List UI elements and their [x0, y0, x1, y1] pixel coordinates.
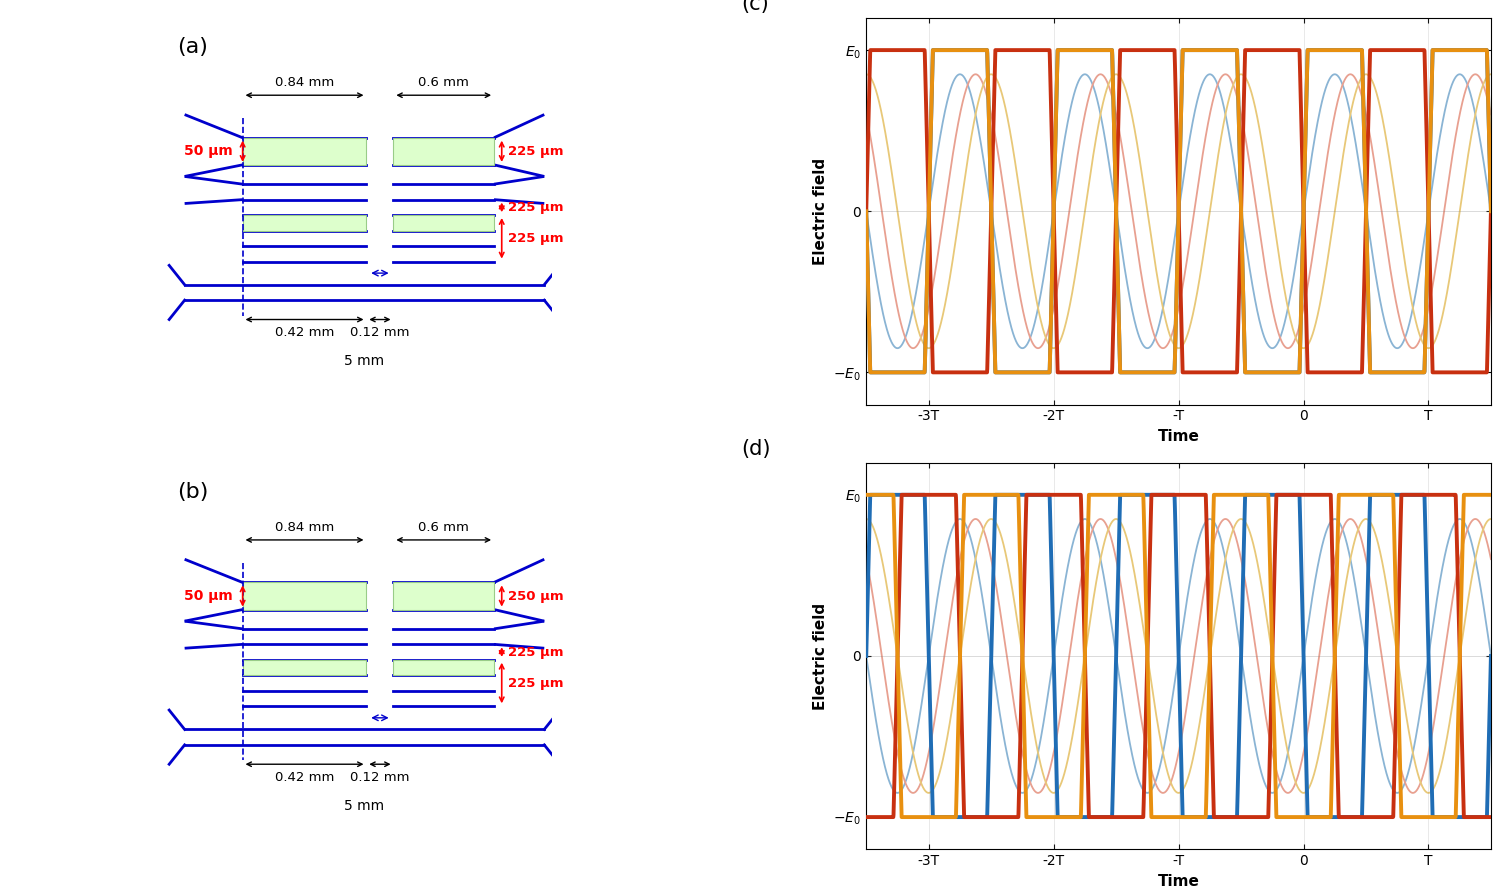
Bar — [393, 215, 494, 231]
Text: 0.84 mm: 0.84 mm — [276, 76, 334, 89]
Text: 50 μm: 50 μm — [184, 589, 233, 603]
Text: 250 μm: 250 μm — [508, 589, 563, 603]
Text: 50 μm: 50 μm — [184, 144, 233, 158]
Bar — [242, 583, 366, 610]
Y-axis label: Electric field: Electric field — [813, 603, 828, 710]
Text: 0.12 mm: 0.12 mm — [351, 772, 410, 784]
Text: (b): (b) — [176, 482, 208, 502]
Text: 0.12 mm: 0.12 mm — [351, 326, 410, 340]
Text: (a): (a) — [176, 38, 208, 57]
Text: 225 μm: 225 μm — [508, 201, 563, 214]
Bar — [242, 138, 366, 164]
Bar — [242, 660, 366, 675]
Text: 225 μm: 225 μm — [508, 232, 563, 245]
Text: 225 μm: 225 μm — [508, 145, 563, 158]
Bar — [393, 138, 494, 164]
Text: 0.84 mm: 0.84 mm — [276, 521, 334, 534]
X-axis label: Time: Time — [1158, 429, 1199, 444]
X-axis label: Time: Time — [1158, 873, 1199, 889]
Bar — [393, 583, 494, 610]
Text: 0.6 mm: 0.6 mm — [419, 76, 470, 89]
Text: 5 mm: 5 mm — [345, 799, 384, 813]
Bar — [393, 660, 494, 675]
Text: (d): (d) — [741, 439, 771, 459]
Text: 0.6 mm: 0.6 mm — [419, 521, 470, 534]
Bar — [242, 215, 366, 231]
Y-axis label: Electric field: Electric field — [813, 157, 828, 265]
Text: 0.42 mm: 0.42 mm — [274, 326, 334, 340]
Text: 225 μm: 225 μm — [508, 645, 563, 659]
Text: 5 mm: 5 mm — [345, 354, 384, 368]
Text: (c): (c) — [741, 0, 770, 14]
Text: 225 μm: 225 μm — [508, 677, 563, 689]
Text: 0.42 mm: 0.42 mm — [274, 772, 334, 784]
